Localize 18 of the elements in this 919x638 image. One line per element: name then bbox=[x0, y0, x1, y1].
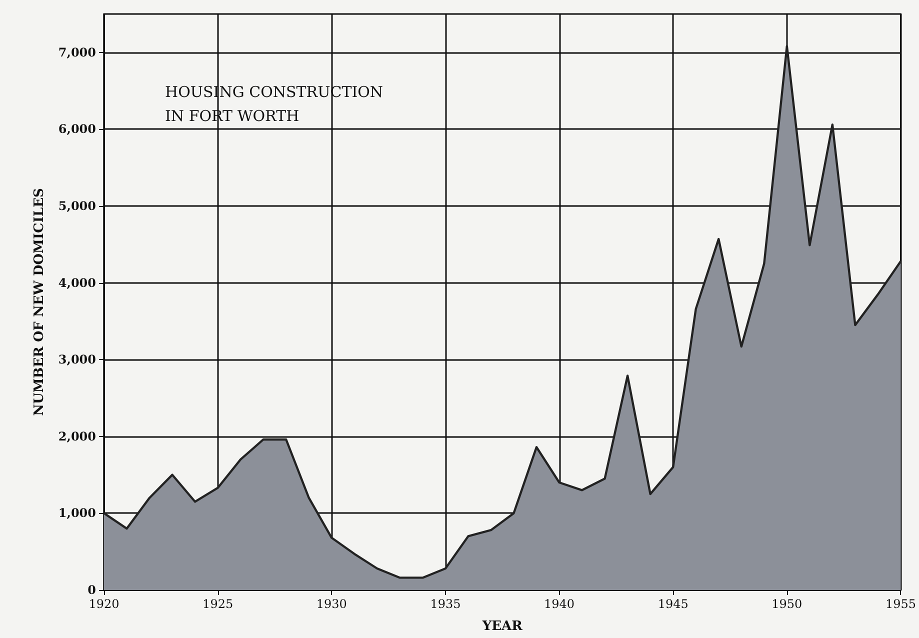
x-tick-label: 1930 bbox=[316, 597, 347, 611]
x-tick-label: 1940 bbox=[544, 597, 575, 611]
y-axis-title: NUMBER OF NEW DOMICILES bbox=[32, 188, 47, 416]
y-tick-label: 0 bbox=[88, 583, 96, 597]
y-tick-label: 2,000 bbox=[58, 429, 96, 444]
x-tick-label: 1925 bbox=[202, 597, 234, 611]
x-tick-label: 1920 bbox=[88, 597, 120, 611]
x-tick-label: 1945 bbox=[658, 597, 688, 611]
y-tick-label: 3,000 bbox=[58, 352, 96, 367]
y-tick-label: 7,000 bbox=[58, 45, 96, 60]
x-tick-label: 1935 bbox=[430, 597, 461, 611]
x-tick-label: 1955 bbox=[885, 597, 916, 611]
y-tick-label: 4,000 bbox=[58, 276, 96, 290]
x-tick-label: 1950 bbox=[772, 597, 802, 611]
y-tick-label: 5,000 bbox=[58, 199, 96, 213]
y-tick-label: 1,000 bbox=[58, 506, 96, 520]
x-axis-title: YEAR bbox=[481, 619, 523, 634]
y-tick-label: 6,000 bbox=[58, 122, 96, 136]
